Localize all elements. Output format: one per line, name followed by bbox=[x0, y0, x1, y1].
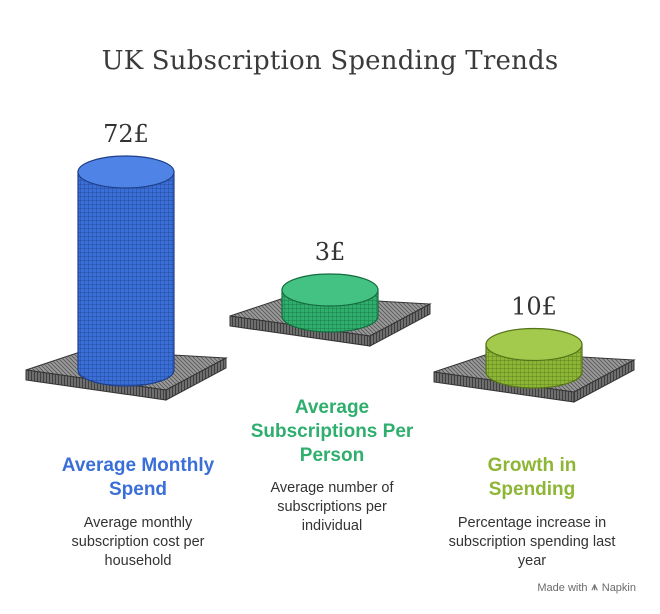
chart-title: UK Subscription Spending Trends bbox=[101, 46, 559, 76]
bar-top-average-subscriptions-per-person bbox=[281, 273, 379, 307]
plate-side-right-average-subscriptions-per-person bbox=[369, 303, 431, 347]
bar-top-average-monthly-spend bbox=[77, 155, 175, 189]
napkin-brand-text: Napkin bbox=[601, 581, 636, 594]
value-label-average-subscriptions-per-person: 3£ bbox=[315, 238, 346, 266]
plate-side-right-average-monthly-spend bbox=[165, 357, 227, 401]
description-average-subscriptions-per-person: Average number of subscriptions per indi… bbox=[270, 480, 394, 534]
description-growth-in-spending: Percentage increase in subscription spen… bbox=[448, 515, 616, 569]
category-label-average-subscriptions-per-person: Average Subscriptions Per Person bbox=[250, 397, 414, 466]
value-label-growth-in-spending: 10£ bbox=[511, 293, 557, 321]
bar-top-growth-in-spending bbox=[485, 327, 583, 362]
made-with-footer: Made with ⩚ Napkin bbox=[537, 581, 636, 594]
description-average-monthly-spend: Average monthly subscription cost per ho… bbox=[71, 515, 205, 569]
category-label-growth-in-spending: Growth in Spending bbox=[487, 455, 577, 500]
bar-average-monthly-spend bbox=[77, 171, 175, 387]
napkin-logo-icon: ⩚ bbox=[591, 581, 598, 593]
category-label-average-monthly-spend: Average Monthly Spend bbox=[61, 455, 215, 500]
made-with-text: Made with bbox=[537, 581, 588, 594]
plate-side-right-growth-in-spending bbox=[573, 359, 635, 403]
value-label-average-monthly-spend: 72£ bbox=[103, 120, 149, 148]
